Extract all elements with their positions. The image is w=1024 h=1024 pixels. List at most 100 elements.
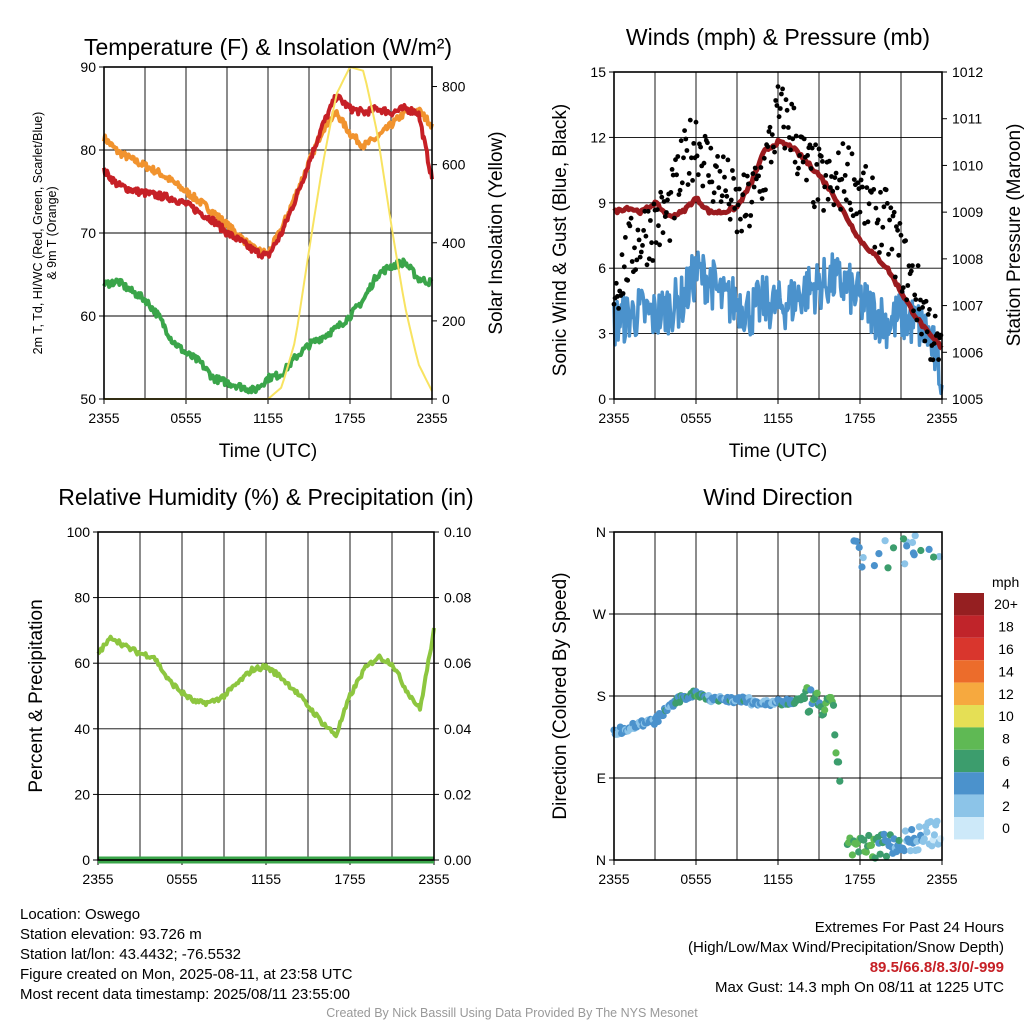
direction-point <box>914 846 922 854</box>
gust-point <box>826 158 832 164</box>
gust-point <box>863 164 869 169</box>
gust-point <box>616 306 621 311</box>
gust-point <box>792 159 798 165</box>
direction-point <box>927 818 935 826</box>
wind-y2tick-label: 1010 <box>952 157 983 173</box>
gust-point <box>784 107 790 113</box>
gust-point <box>880 224 886 230</box>
wind-ytick-label: 0 <box>598 391 606 407</box>
direction-point <box>860 836 868 844</box>
gust-point <box>908 268 914 274</box>
direction-point <box>933 817 941 825</box>
gust-point <box>886 251 891 257</box>
gust-point <box>783 97 789 103</box>
gust-point <box>752 165 758 171</box>
rh-xtick-label: 1155 <box>251 871 281 887</box>
gust-point <box>791 105 797 111</box>
gust-point <box>685 182 691 188</box>
colorbar-label: 6 <box>1002 753 1010 769</box>
gust-point <box>776 114 782 120</box>
colorbar-label: 8 <box>1002 731 1010 747</box>
gust-point <box>756 173 761 179</box>
direction-point <box>889 544 898 552</box>
location-text: Location: Oswego <box>20 906 141 923</box>
gust-point <box>665 197 670 203</box>
gust-point <box>911 308 916 314</box>
dir-xtick-label: 1755 <box>844 871 875 887</box>
colorbar-label: 4 <box>1002 775 1010 791</box>
gust-point <box>727 216 733 222</box>
gust-point <box>892 274 898 280</box>
rh-y2tick-label: 0.02 <box>444 786 471 802</box>
gust-point <box>743 212 749 218</box>
gust-point <box>730 168 735 173</box>
gust-point <box>750 171 756 177</box>
gust-point <box>677 187 683 193</box>
direction-point <box>831 731 839 739</box>
gust-point <box>613 280 619 286</box>
gust-point <box>789 101 795 107</box>
gust-point <box>815 197 821 203</box>
gust-point <box>805 153 810 158</box>
rh-title: Relative Humidity (%) & Precipitation (i… <box>58 484 473 510</box>
temp-y2tick-label: 600 <box>442 157 466 173</box>
gust-point <box>683 136 689 142</box>
gust-point <box>810 200 816 205</box>
gust-point <box>833 170 839 176</box>
gust-point <box>936 357 941 362</box>
gust-point <box>747 223 752 229</box>
gust-point <box>763 187 768 193</box>
gust-point <box>636 237 642 243</box>
wind-y2tick-label: 1012 <box>952 64 983 80</box>
colorbar-swatch <box>954 660 984 683</box>
gust-point <box>795 171 800 177</box>
gust-point <box>716 185 722 191</box>
dir-ytick-label: N <box>596 524 606 540</box>
gust-point <box>914 317 920 323</box>
gust-point <box>738 216 743 222</box>
colorbar-swatch <box>954 794 984 817</box>
gust-point <box>643 233 649 239</box>
gust-point <box>767 124 773 130</box>
temp-xtick-label: 1155 <box>253 410 283 426</box>
gust-point <box>888 205 894 211</box>
gust-point <box>637 254 643 260</box>
gust-point <box>808 166 814 171</box>
gust-point <box>658 189 664 195</box>
gust-point <box>694 153 700 159</box>
temp-ytick-label: 80 <box>80 142 96 158</box>
wind-ytick-label: 12 <box>590 129 606 145</box>
gust-point <box>691 141 697 146</box>
rh-ylabel: Percent & Precipitation <box>26 599 47 792</box>
gust-point <box>793 133 799 139</box>
gust-point <box>642 208 648 214</box>
station-info: Location: Oswego Station elevation: 93.7… <box>20 905 352 1005</box>
gust-point <box>715 154 720 159</box>
temp-y2tick-label: 0 <box>442 391 450 407</box>
temp-ylabel-line1: 2m T, Td, HI/WC (Red, Green, Scarlet/Blu… <box>31 112 45 355</box>
gust-point <box>906 263 912 269</box>
wind-y2label: Station Pressure (Maroon) <box>1004 124 1024 347</box>
wind-ytick-label: 15 <box>590 64 606 80</box>
gust-point <box>785 125 791 130</box>
dir-xtick-label: 2355 <box>926 871 957 887</box>
gust-point <box>932 313 938 319</box>
temp-xtick-label: 2355 <box>88 410 119 426</box>
gust-point <box>899 289 905 294</box>
wind-ylabel: Sonic Wind & Gust (Blue, Black) <box>550 104 571 376</box>
gust-point <box>627 223 633 229</box>
gust-point <box>740 192 746 198</box>
direction-point <box>911 532 919 540</box>
temperature-panel: 50 60 70 80 90 0 200 400 600 800 2355 0555 1155 1755 2… <box>31 34 507 462</box>
gust-point <box>679 180 685 186</box>
gust-point <box>690 178 695 183</box>
gust-point <box>623 235 628 240</box>
wind-xlabel: Time (UTC) <box>729 441 828 462</box>
gust-point <box>930 357 936 363</box>
temp-title: Temperature (F) & Insolation (W/m²) <box>84 34 452 60</box>
dir-ytick-label: S <box>597 688 606 704</box>
dir-ytick-label: N <box>596 852 606 868</box>
gust-point <box>843 197 849 203</box>
direction-point <box>862 848 870 856</box>
gust-point <box>782 145 788 151</box>
